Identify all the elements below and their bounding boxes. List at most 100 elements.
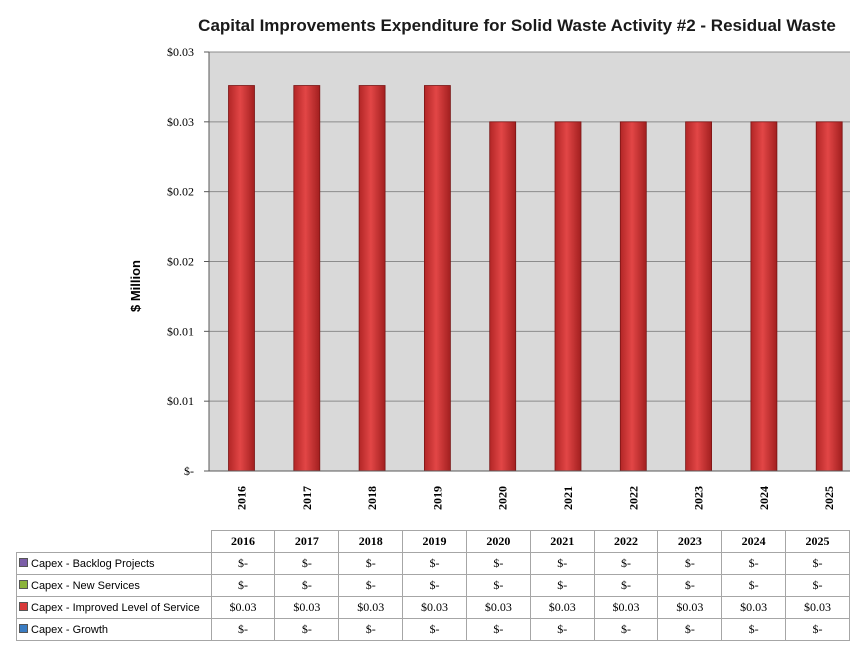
table-cell: $- bbox=[402, 574, 467, 597]
table-cell: $- bbox=[529, 552, 595, 575]
x-tick-label: 2019 bbox=[430, 486, 444, 510]
x-tick-label: 2017 bbox=[300, 486, 314, 510]
y-tick-label: $0.01 bbox=[167, 324, 194, 338]
x-tick-label: 2021 bbox=[561, 486, 575, 510]
table-cell: $- bbox=[338, 618, 404, 641]
table-header-row: 2016 2017 2018 2019 2020 2021 2022 2023 2024 2025 bbox=[16, 530, 850, 553]
table-cell: $0.03 bbox=[593, 596, 659, 619]
bar-2019 bbox=[423, 85, 451, 472]
axes bbox=[208, 52, 850, 472]
table-cell: $- bbox=[721, 574, 787, 597]
table-row: Capex - Growth $- $- $- $- $- $- $- $- $- $- bbox=[16, 618, 850, 641]
table-year-header: 2016 bbox=[210, 530, 276, 553]
table-year-header: 2018 bbox=[338, 530, 404, 553]
y-tick-label: $0.01 bbox=[167, 394, 194, 408]
table-cell: $- bbox=[785, 552, 850, 575]
data-table: 2016 2017 2018 2019 2020 2021 2022 2023 2024 2025… bbox=[16, 530, 850, 641]
table-cell: $- bbox=[465, 574, 531, 597]
table-year-header: 2024 bbox=[721, 530, 787, 553]
table-cell: $- bbox=[529, 574, 595, 597]
table-cell: $- bbox=[529, 618, 595, 641]
table-cell: $- bbox=[465, 552, 531, 575]
table-cell: $- bbox=[274, 574, 340, 597]
series-label: Capex - Improved Level of Service bbox=[16, 596, 212, 619]
table-cell: $- bbox=[210, 552, 276, 575]
table-cell: $0.03 bbox=[529, 596, 595, 619]
table-cell: $- bbox=[593, 618, 659, 641]
table-cell: $- bbox=[274, 618, 340, 641]
chart-title: Capital Improvements Expenditure for Sol… bbox=[198, 16, 836, 35]
table-cell: $- bbox=[465, 618, 531, 641]
table-cell: $- bbox=[338, 574, 404, 597]
table-cell: $0.03 bbox=[465, 596, 531, 619]
table-cell: $- bbox=[338, 552, 404, 575]
legend-swatch-icon bbox=[19, 601, 28, 611]
y-axis-label: $ Million bbox=[128, 260, 143, 312]
table-cell: $0.03 bbox=[338, 596, 404, 619]
x-tick-label: 2016 bbox=[235, 486, 249, 510]
table-cell: $- bbox=[402, 552, 467, 575]
table-row: Capex - Improved Level of Service $0.03 $0… bbox=[16, 596, 850, 619]
table-cell: $- bbox=[721, 618, 787, 641]
table-cell: $0.03 bbox=[210, 596, 276, 619]
table-cell: $- bbox=[593, 552, 659, 575]
table-body: Capex - Backlog Projects $- $- $- $- $- $- $- $-… bbox=[16, 552, 850, 641]
x-tick-label: 2018 bbox=[365, 486, 379, 510]
table-cell: $- bbox=[721, 552, 787, 575]
x-tick-label: 2025 bbox=[822, 486, 836, 510]
x-tick-label: 2022 bbox=[626, 486, 640, 510]
table-year-header: 2019 bbox=[402, 530, 467, 553]
table-cell: $- bbox=[274, 552, 340, 575]
x-tick-label: 2023 bbox=[692, 486, 706, 510]
legend-swatch-icon bbox=[19, 623, 28, 633]
series-label-text: Capex - Improved Level of Service bbox=[31, 601, 200, 614]
bar-2023 bbox=[685, 121, 712, 472]
bar-2022 bbox=[619, 121, 647, 472]
legend-swatch-icon bbox=[19, 579, 28, 589]
bar-2020 bbox=[489, 121, 517, 472]
table-cell: $- bbox=[785, 618, 850, 641]
table-cell: $0.03 bbox=[721, 596, 787, 619]
x-tick-label: 2020 bbox=[496, 486, 510, 510]
legend-swatch-icon bbox=[19, 557, 28, 567]
table-corner bbox=[16, 530, 212, 553]
table-cell: $- bbox=[657, 552, 723, 575]
table-cell: $- bbox=[785, 574, 850, 597]
y-tick-labels: $- $0.01 $0.01 $0.02 $0.02 $0.03 $0.03 bbox=[167, 45, 194, 478]
bar-2016 bbox=[228, 85, 255, 472]
series-label: Capex - Growth bbox=[16, 618, 212, 641]
table-cell: $- bbox=[593, 574, 659, 597]
table-year-header: 2017 bbox=[274, 530, 340, 553]
bars bbox=[228, 85, 843, 472]
series-label-text: Capex - Growth bbox=[31, 623, 109, 636]
x-tick-label: 2024 bbox=[757, 486, 771, 510]
y-tick-label: $0.03 bbox=[167, 45, 194, 59]
series-label: Capex - Backlog Projects bbox=[16, 552, 212, 575]
bar-2021 bbox=[554, 121, 582, 472]
table-cell: $- bbox=[402, 618, 467, 641]
table-cell: $- bbox=[210, 574, 276, 597]
series-label-text: Capex - New Services bbox=[31, 579, 140, 592]
table-cell: $- bbox=[657, 574, 723, 597]
table-year-header: 2025 bbox=[785, 530, 850, 553]
x-tick-labels: 2016 2017 2018 2019 2020 2021 2022 2023 2024 2025 bbox=[235, 486, 837, 510]
table-year-header: 2022 bbox=[593, 530, 659, 553]
y-tick-label: $0.02 bbox=[167, 255, 194, 269]
table-year-header: 2020 bbox=[465, 530, 531, 553]
y-tick-label: $0.02 bbox=[167, 185, 194, 199]
table-cell: $- bbox=[657, 618, 723, 641]
table-row: Capex - Backlog Projects $- $- $- $- $- $- $- $-… bbox=[16, 552, 850, 575]
table-year-header: 2021 bbox=[529, 530, 595, 553]
table-cell: $- bbox=[210, 618, 276, 641]
table-row: Capex - New Services $- $- $- $- $- $- $- $- $- $- bbox=[16, 574, 850, 597]
table-cell: $0.03 bbox=[402, 596, 467, 619]
y-tick-label: $0.03 bbox=[167, 115, 194, 129]
table-cell: $0.03 bbox=[274, 596, 340, 619]
y-tick-label: $- bbox=[184, 464, 194, 478]
bar-chart: Capital Improvements Expenditure for Sol… bbox=[128, 16, 850, 510]
table-year-header: 2023 bbox=[657, 530, 723, 553]
bar-2024 bbox=[750, 121, 778, 472]
bar-2025 bbox=[815, 121, 843, 472]
bar-2018 bbox=[358, 85, 386, 472]
series-label-text: Capex - Backlog Projects bbox=[31, 557, 155, 570]
